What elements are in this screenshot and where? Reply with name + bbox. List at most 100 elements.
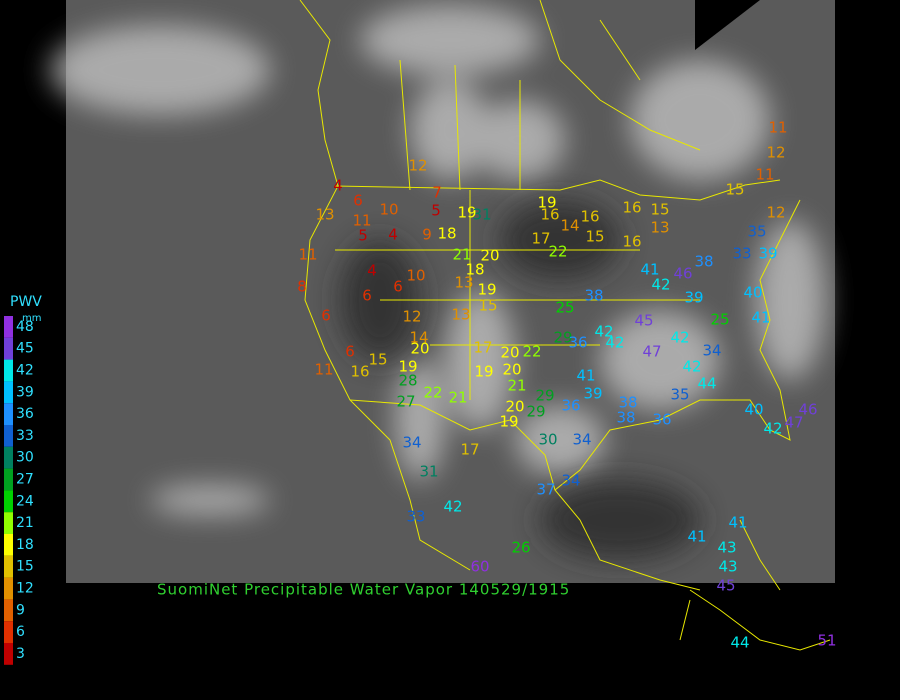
station-value: 15: [478, 297, 497, 315]
station-value: 38: [616, 409, 635, 427]
station-value: 20: [480, 247, 499, 265]
station-value: 42: [682, 358, 701, 376]
station-value: 16: [540, 206, 559, 224]
station-value: 13: [315, 206, 334, 224]
legend-swatch: [4, 381, 13, 404]
legend-swatch: [4, 359, 13, 382]
station-value: 19: [474, 363, 493, 381]
station-value: 6: [321, 307, 331, 325]
borders: [299, 0, 831, 651]
station-value: 15: [368, 351, 387, 369]
station-value: 7: [432, 184, 442, 202]
station-value: 45: [716, 577, 735, 595]
station-value: 20: [500, 344, 519, 362]
station-value: 28: [398, 372, 417, 390]
station-value: 6: [345, 343, 355, 361]
legend-label: 6: [16, 624, 25, 640]
legend-label: 18: [16, 537, 34, 553]
legend-label: 42: [16, 363, 34, 379]
legend-swatch: [4, 555, 13, 578]
station-value: 44: [697, 375, 716, 393]
station-value: 21: [507, 377, 526, 395]
station-value: 15: [725, 181, 744, 199]
station-value: 17: [531, 230, 550, 248]
station-value: 35: [747, 223, 766, 241]
station-value: 47: [642, 343, 661, 361]
station-value: 26: [511, 539, 530, 557]
station-value: 29: [526, 403, 545, 421]
station-value: 30: [538, 431, 557, 449]
station-value: 13: [454, 274, 473, 292]
station-value: 36: [568, 334, 587, 352]
legend-swatch: [4, 621, 13, 643]
legend-label: 3: [16, 646, 25, 662]
station-value: 11: [352, 212, 371, 230]
station-value: 17: [473, 339, 492, 357]
station-value: 13: [650, 219, 669, 237]
legend-swatch: [4, 446, 13, 469]
station-value: 4: [367, 262, 377, 280]
legend-swatch: [4, 577, 13, 600]
station-value: 39: [583, 385, 602, 403]
station-value: 46: [673, 265, 692, 283]
station-value: 12: [766, 204, 785, 222]
station-value: 20: [505, 398, 524, 416]
station-value: 27: [396, 393, 415, 411]
station-value: 51: [817, 632, 836, 650]
station-value: 42: [651, 276, 670, 294]
station-value: 31: [472, 206, 491, 224]
station-value: 38: [584, 287, 603, 305]
legend-title: PWV: [10, 294, 42, 310]
station-value: 22: [548, 243, 567, 261]
legend-label: 27: [16, 472, 34, 488]
station-value: 42: [763, 420, 782, 438]
station-value: 8: [297, 278, 307, 296]
station-value: 25: [710, 311, 729, 329]
station-value: 11: [768, 119, 787, 137]
station-value: 19: [398, 358, 417, 376]
legend-label: 36: [16, 406, 34, 422]
station-value: 29: [535, 387, 554, 405]
legend-label: 48: [16, 319, 34, 335]
station-value: 36: [561, 397, 580, 415]
station-value: 41: [576, 367, 595, 385]
station-value: 14: [560, 217, 579, 235]
legend-swatch: [4, 337, 13, 360]
station-value: 41: [751, 309, 770, 327]
station-value: 16: [580, 208, 599, 226]
satellite-image: [50, 0, 835, 583]
legend: PWV mm 48 45 42 39 36 33 30 27 24 21 18 15 12 9 6 3: [4, 294, 42, 665]
station-value: 29: [553, 329, 572, 347]
legend-label: 15: [16, 559, 34, 575]
station-value: 5: [431, 202, 441, 220]
station-value: 36: [652, 411, 671, 429]
station-value: 42: [605, 334, 624, 352]
legend-swatch: [4, 599, 13, 622]
station-value: 34: [702, 342, 721, 360]
station-value: 19: [537, 194, 556, 212]
legend-label: 21: [16, 515, 34, 531]
station-value: 43: [717, 539, 736, 557]
station-value: 41: [640, 261, 659, 279]
legend-swatch: [4, 490, 13, 513]
station-value: 41: [728, 514, 747, 532]
station-value: 46: [798, 401, 817, 419]
legend-swatch: [4, 468, 13, 491]
station-value: 42: [670, 329, 689, 347]
station-value: 41: [687, 528, 706, 546]
station-value: 10: [406, 267, 425, 285]
station-value: 4: [388, 226, 398, 244]
station-value: 33: [406, 508, 425, 526]
station-value: 11: [314, 361, 333, 379]
station-value: 6: [393, 278, 403, 296]
station-value: 20: [502, 361, 521, 379]
station-value: 34: [402, 434, 421, 452]
station-value: 38: [694, 253, 713, 271]
station-value: 13: [451, 306, 470, 324]
station-value: 40: [744, 401, 763, 419]
station-value: 12: [766, 144, 785, 162]
station-value: 42: [594, 323, 613, 341]
station-value: 34: [561, 472, 580, 490]
station-value: 20: [410, 340, 429, 358]
